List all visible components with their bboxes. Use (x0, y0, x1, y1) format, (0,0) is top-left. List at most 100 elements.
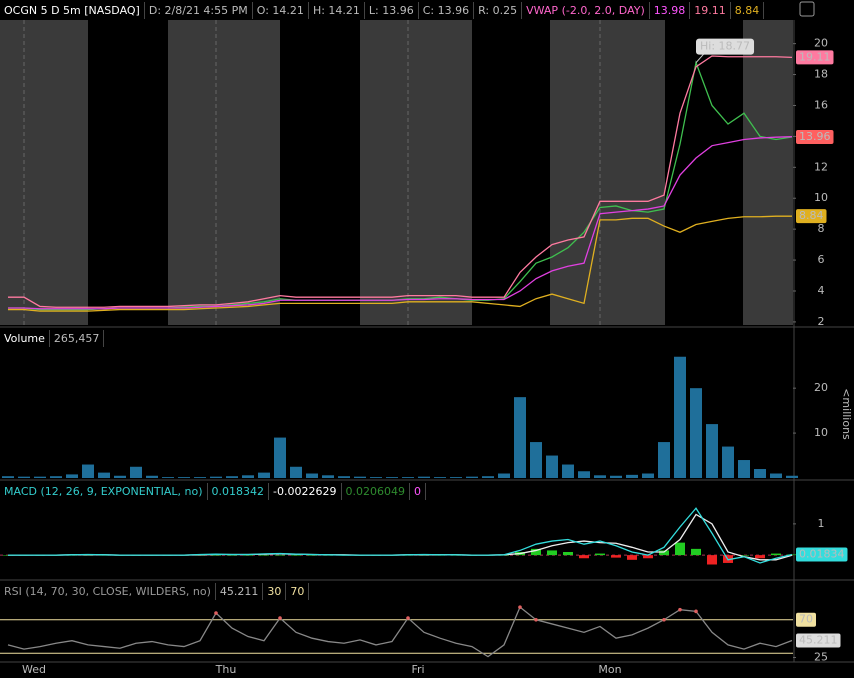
bar (418, 476, 430, 478)
header-item: Volume (0, 330, 50, 347)
bar (290, 466, 302, 478)
header-item: 19.11 (690, 2, 731, 19)
bar (611, 555, 621, 558)
y-tick-label: 25 (814, 650, 828, 663)
bar (402, 477, 414, 478)
bar (627, 555, 637, 560)
header-item: 0.018342 (207, 483, 270, 500)
bar (579, 555, 589, 559)
overbought-point (662, 617, 666, 622)
bar (50, 476, 62, 478)
header-item: RSI (14, 70, 30, CLOSE, WILDERS, no) (0, 583, 216, 600)
header-item: 8.84 (730, 2, 765, 19)
bar (306, 473, 318, 478)
bar (211, 555, 221, 556)
bar (690, 388, 702, 478)
high-annotation: Hi: 18.77 (695, 38, 755, 63)
end-tag-box (796, 547, 848, 562)
bar (738, 460, 750, 478)
bar (354, 476, 366, 478)
end-tag: 8.84 (796, 209, 827, 224)
end-tag-box (796, 130, 834, 145)
y-tick-label: 20 (814, 37, 828, 50)
header-item: -0.0022629 (269, 483, 342, 500)
overbought-point (406, 616, 410, 620)
bar (546, 455, 558, 478)
y-tick-label: 12 (814, 160, 828, 173)
bar (626, 474, 638, 478)
bar (259, 555, 269, 556)
bar (370, 477, 382, 478)
overbought-point (278, 616, 282, 620)
bar (2, 476, 14, 478)
y-tick-label: 6 (818, 253, 825, 266)
overbought-point (518, 605, 522, 609)
end-tag-box (796, 612, 816, 627)
bar (610, 475, 622, 478)
y-tick-label: 8 (818, 222, 825, 235)
header-item: 30 (263, 583, 287, 600)
bar (434, 477, 446, 478)
bar (514, 397, 526, 478)
bar (755, 555, 765, 559)
end-tag: 70 (796, 612, 816, 627)
y-tick-label: 4 (818, 284, 825, 297)
y-tick-label: 1 (818, 517, 825, 530)
y-tick-label: 2 (818, 315, 825, 328)
bar (754, 469, 766, 478)
bar (466, 476, 478, 478)
header-item: 265,457 (49, 330, 105, 347)
bar (66, 474, 78, 478)
overbought-point (678, 607, 682, 612)
y-tick-label: 18 (814, 68, 828, 81)
header-item: OCGN 5 D 5m [NASDAQ] (0, 2, 145, 19)
bar (243, 555, 253, 556)
annotation-box (696, 38, 755, 55)
header-item: H: 14.21 (308, 2, 365, 19)
bar (291, 555, 301, 556)
header-item: MACD (12, 26, 9, EXPONENTIAL, no) (0, 483, 208, 500)
study-header: OCGN 5 D 5m [NASDAQ] D: 2/8/21 4:55 PM O: … (0, 2, 765, 19)
end-tag-box (796, 50, 834, 65)
bar (386, 477, 398, 478)
bar (643, 555, 653, 559)
series-line (8, 55, 793, 308)
x-tick-label: Mon (598, 663, 621, 676)
bar (227, 555, 237, 556)
bar (98, 472, 110, 478)
header-item: 0 (410, 483, 426, 500)
end-tag: 0.01834 (796, 547, 848, 562)
bar (274, 437, 286, 478)
overbought-point (694, 609, 698, 614)
y-tick-label: 20 (814, 381, 828, 394)
bar (530, 442, 542, 478)
bar (786, 475, 798, 478)
bar (178, 477, 190, 478)
bar (547, 550, 557, 556)
end-tag-label: 13.96 (799, 130, 831, 143)
annotation-leader (695, 53, 705, 63)
bar (482, 476, 494, 478)
end-tag: 45.211 (796, 633, 841, 648)
series-line (8, 215, 792, 312)
annotation-label: Hi: 18.77 (700, 40, 750, 53)
bar (594, 475, 606, 478)
bar (130, 466, 142, 478)
bar (691, 548, 701, 556)
bar (659, 550, 669, 556)
series-line (8, 513, 793, 561)
series-line (7, 606, 793, 658)
bar (18, 476, 30, 478)
bar (210, 476, 222, 478)
end-tag: 13.96 (796, 130, 834, 145)
y-tick-label: 10 (814, 191, 828, 204)
header-item: C: 13.96 (418, 2, 475, 19)
bar (642, 473, 654, 478)
overbought-point (534, 617, 538, 622)
bar (242, 475, 254, 478)
bar (226, 476, 238, 478)
header-item: 45.211 (215, 583, 264, 600)
study-header: Volume 265,457 (0, 330, 105, 347)
